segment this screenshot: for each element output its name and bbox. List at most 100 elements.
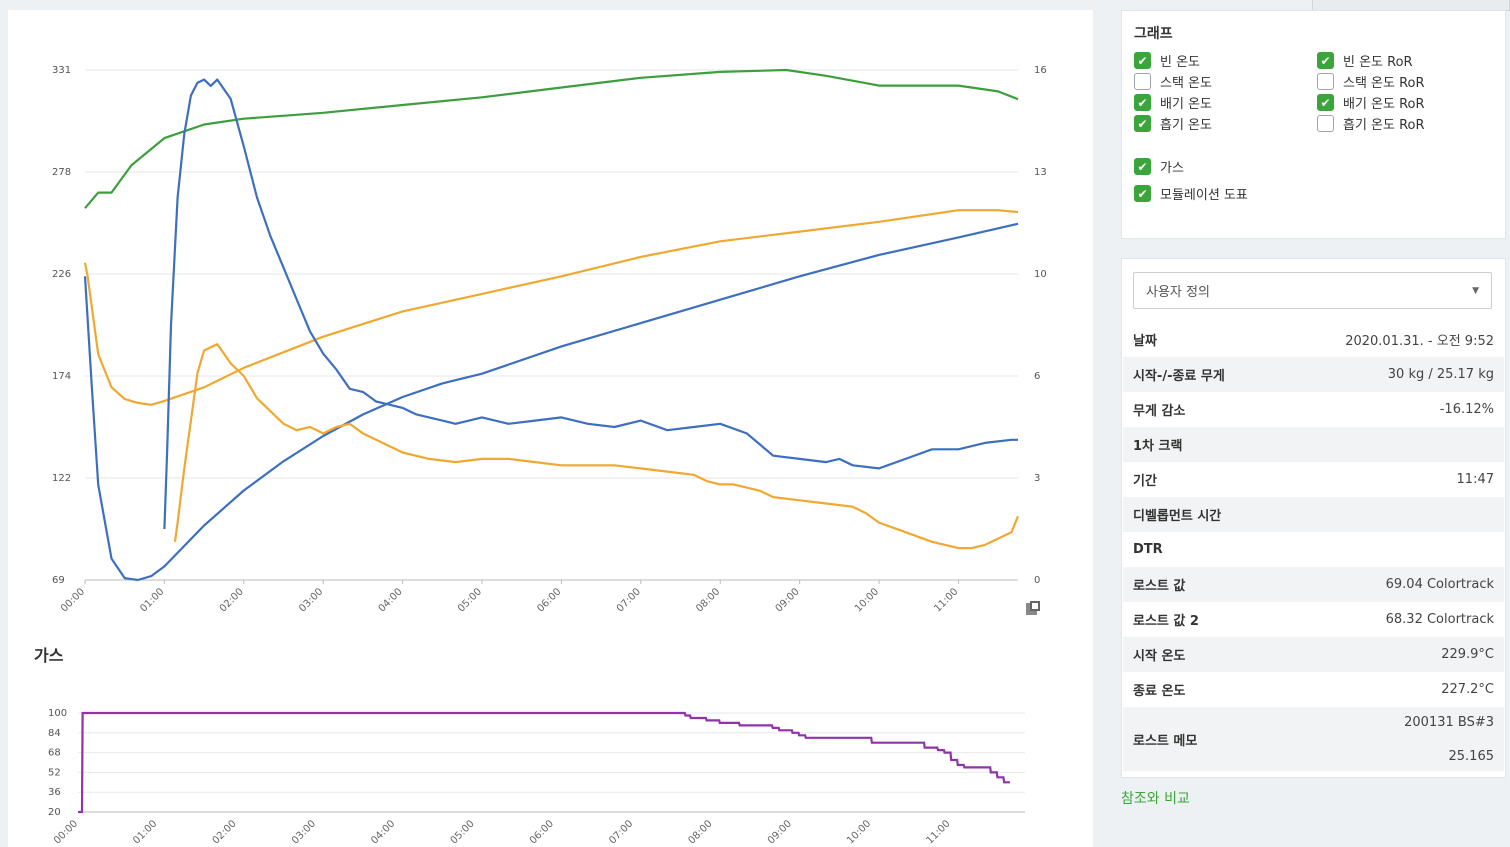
x-tick-label: 07:00 xyxy=(607,818,635,846)
series-line-3 xyxy=(163,78,1018,530)
profile-select[interactable]: 사용자 정의 ▼ xyxy=(1133,272,1492,309)
series-line-1 xyxy=(83,209,1019,406)
graph-options-panel: 그래프 ✔ 빈 온도 ✔ 스택 온도 ✔ 배기 온도 ✔ 흡기 온도 ✔ 빈 온도 RoR… xyxy=(1121,10,1506,239)
info-value: 30 kg / 25.17 kg xyxy=(1387,367,1494,382)
info-label: 디벨롭먼트 시간 xyxy=(1133,509,1222,524)
profile-select-value: 사용자 정의 xyxy=(1146,285,1210,300)
checkbox-bean-temp-ror[interactable]: ✔ 빈 온도 RoR xyxy=(1317,51,1413,70)
x-tick-label: 09:00 xyxy=(774,586,802,614)
info-label: 기간 xyxy=(1133,474,1157,489)
x-tick-label: 03:00 xyxy=(290,818,318,846)
checkbox-bean-temp[interactable]: ✔ 빈 온도 xyxy=(1134,51,1200,70)
x-tick-label: 01:00 xyxy=(131,818,159,846)
y-right-tick-label: 10 xyxy=(1034,269,1047,280)
checkbox-icon[interactable]: ✔ xyxy=(1317,94,1334,111)
x-tick-label: 11:00 xyxy=(932,586,960,614)
y-tick-label: 20 xyxy=(48,807,61,818)
checkbox-icon[interactable]: ✔ xyxy=(1317,73,1334,90)
checkbox-gas[interactable]: ✔ 가스 xyxy=(1134,157,1184,176)
info-label: 시작-/-종료 무게 xyxy=(1133,369,1225,384)
info-row-roast-value-2: 로스트 값 2 68.32 Colortrack xyxy=(1123,602,1504,637)
roast-info-panel: 사용자 정의 ▼ 날짜 2020.01.31. - 오전 9:52 시작-/-종… xyxy=(1121,258,1506,778)
checkbox-modulation-chart[interactable]: ✔ 모듈레이션 도표 xyxy=(1134,184,1248,203)
main-chart: 331 16 278 13 226 10 174 6 122 3 69 0 00:00 01:00 02:0… xyxy=(52,65,1047,615)
checkbox-icon[interactable]: ✔ xyxy=(1134,185,1151,202)
checkbox-icon[interactable]: ✔ xyxy=(1134,115,1151,132)
info-row-end-temp: 종료 온도 227.2°C xyxy=(1123,672,1504,707)
series-line-0 xyxy=(84,68,1019,209)
y-tick-label: 84 xyxy=(48,728,61,739)
info-value: 227.2°C xyxy=(1441,682,1494,697)
x-tick-label: 01:00 xyxy=(138,586,166,614)
checkbox-icon[interactable]: ✔ xyxy=(1317,115,1334,132)
x-tick-label: 03:00 xyxy=(297,586,325,614)
y-left-tick-label: 69 xyxy=(52,575,65,586)
info-row-roast-memo: 로스트 메모 200131 BS#3 25.165 xyxy=(1123,707,1504,771)
info-value: 229.9°C xyxy=(1441,647,1494,662)
export-icon[interactable] xyxy=(1025,600,1041,616)
y-tick-label: 52 xyxy=(48,767,61,778)
x-tick-label: 06:00 xyxy=(528,818,556,846)
checkbox-label: 흡기 온도 RoR xyxy=(1343,118,1425,133)
checkbox-icon[interactable]: ✔ xyxy=(1134,158,1151,175)
info-row-dtr: DTR xyxy=(1123,532,1504,567)
info-label: 시작 온도 xyxy=(1133,649,1186,664)
y-tick-label: 36 xyxy=(48,787,61,798)
x-tick-label: 00:00 xyxy=(59,586,87,614)
gas-series-line-0 xyxy=(78,711,1010,814)
checkbox-label: 빈 온도 RoR xyxy=(1343,55,1413,70)
y-right-tick-label: 6 xyxy=(1034,371,1040,382)
y-left-tick-label: 278 xyxy=(52,167,71,178)
checkbox-label: 스택 온도 RoR xyxy=(1343,76,1425,91)
x-tick-label: 10:00 xyxy=(853,586,881,614)
x-tick-label: 10:00 xyxy=(845,818,873,846)
checkbox-stack-temp[interactable]: ✔ 스택 온도 xyxy=(1134,72,1212,91)
info-row-date: 날짜 2020.01.31. - 오전 9:52 xyxy=(1123,322,1504,357)
info-row-roast-value: 로스트 값 69.04 Colortrack xyxy=(1123,567,1504,602)
series-line-4 xyxy=(173,343,1020,550)
checkbox-label: 스택 온도 xyxy=(1160,76,1212,91)
info-row-duration: 기간 11:47 xyxy=(1123,462,1504,497)
info-label: 1차 크랙 xyxy=(1133,439,1183,454)
x-tick-label: 02:00 xyxy=(218,586,246,614)
checkbox-inlet-temp-ror[interactable]: ✔ 흡기 온도 RoR xyxy=(1317,114,1425,133)
info-label: 로스트 메모 xyxy=(1133,733,1198,749)
checkbox-icon[interactable]: ✔ xyxy=(1317,52,1334,69)
checkbox-icon[interactable]: ✔ xyxy=(1134,52,1151,69)
info-value: 69.04 Colortrack xyxy=(1385,577,1494,592)
x-tick-label: 11:00 xyxy=(924,818,952,846)
y-right-tick-label: 13 xyxy=(1034,167,1047,178)
gas-chart-title: 가스 xyxy=(34,646,64,665)
info-value: 2020.01.31. - 오전 9:52 xyxy=(1345,334,1494,349)
x-tick-label: 08:00 xyxy=(687,818,715,846)
checkbox-inlet-temp[interactable]: ✔ 흡기 온도 xyxy=(1134,114,1212,133)
x-tick-label: 06:00 xyxy=(535,586,563,614)
checkbox-label: 배기 온도 RoR xyxy=(1343,97,1425,112)
x-tick-label: 08:00 xyxy=(694,586,722,614)
info-label: 날짜 xyxy=(1133,334,1157,349)
checkbox-label: 흡기 온도 xyxy=(1160,118,1212,133)
chevron-down-icon: ▼ xyxy=(1472,285,1479,296)
series-line-2 xyxy=(83,222,1019,582)
checkbox-exhaust-temp[interactable]: ✔ 배기 온도 xyxy=(1134,93,1212,112)
x-tick-label: 05:00 xyxy=(456,586,484,614)
checkbox-label: 배기 온도 xyxy=(1160,97,1212,112)
checkbox-icon[interactable]: ✔ xyxy=(1134,73,1151,90)
compare-reference-link[interactable]: 참조와 비교 xyxy=(1121,791,1190,807)
info-label: 무게 감소 xyxy=(1133,404,1186,419)
info-label: 로스트 값 xyxy=(1133,579,1186,594)
y-right-tick-label: 3 xyxy=(1034,473,1040,484)
graph-options-title: 그래프 xyxy=(1134,26,1173,42)
info-row-development-time: 디벨롭먼트 시간 xyxy=(1123,497,1504,532)
checkbox-label: 빈 온도 xyxy=(1160,55,1201,70)
info-row-weight-loss: 무게 감소 -16.12% xyxy=(1123,392,1504,427)
checkbox-stack-temp-ror[interactable]: ✔ 스택 온도 RoR xyxy=(1317,72,1425,91)
checkbox-exhaust-temp-ror[interactable]: ✔ 배기 온도 RoR xyxy=(1317,93,1425,112)
y-right-tick-label: 0 xyxy=(1034,575,1040,586)
info-row-weight: 시작-/-종료 무게 30 kg / 25.17 kg xyxy=(1123,357,1504,392)
memo-line: 200131 BS#3 xyxy=(1404,714,1494,730)
checkbox-icon[interactable]: ✔ xyxy=(1134,94,1151,111)
memo-line: 25.165 xyxy=(1448,748,1495,764)
y-tick-label: 100 xyxy=(48,708,67,719)
